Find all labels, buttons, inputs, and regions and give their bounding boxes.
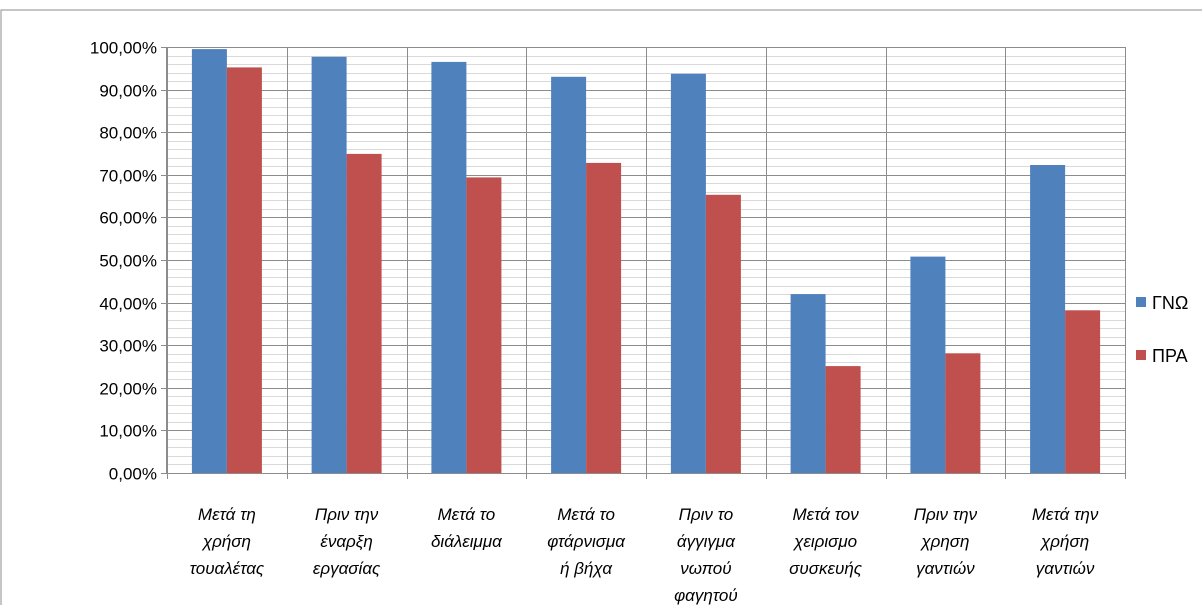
category-label: Μετά τον bbox=[792, 505, 859, 524]
legend-label: ΓΝΩ bbox=[1152, 293, 1188, 313]
y-tick-label: 100,00% bbox=[90, 39, 157, 58]
category-label: διάλειμμα bbox=[431, 532, 503, 551]
y-tick-label: 40,00% bbox=[99, 295, 157, 314]
y-tick-label: 50,00% bbox=[99, 252, 157, 271]
bar-pra-2 bbox=[466, 177, 502, 473]
category-label: Πριν το bbox=[679, 505, 734, 524]
bar-gno-6 bbox=[910, 256, 946, 473]
category-label: χειρισμο bbox=[792, 532, 857, 551]
legend-swatch bbox=[1136, 350, 1146, 360]
y-tick-label: 0,00% bbox=[109, 465, 157, 484]
category-label: χρήση bbox=[1039, 532, 1089, 551]
category-label: χρηση bbox=[919, 532, 969, 551]
bar-pra-0 bbox=[226, 67, 262, 474]
bar-pra-1 bbox=[346, 153, 382, 473]
y-tick-label: 70,00% bbox=[99, 167, 157, 186]
category-label: εργασίας bbox=[313, 559, 381, 578]
bar-gno-5 bbox=[790, 294, 826, 473]
category-label: Πριν την bbox=[914, 505, 978, 524]
category-label: συσκευής bbox=[789, 559, 863, 578]
y-tick-label: 90,00% bbox=[99, 82, 157, 101]
bar-pra-3 bbox=[586, 162, 622, 473]
bar-pra-5 bbox=[825, 366, 861, 473]
category-label: Μετά την bbox=[1032, 505, 1099, 524]
bar-gno-0 bbox=[191, 49, 227, 473]
category-label: Μετά τη bbox=[198, 505, 256, 524]
category-label: έναρξη bbox=[320, 532, 372, 551]
category-label: ή βήχα bbox=[560, 559, 613, 578]
category-label: φαγητού bbox=[674, 586, 738, 605]
y-tick-label: 60,00% bbox=[99, 209, 157, 228]
y-tick-label: 10,00% bbox=[99, 422, 157, 441]
category-label: Πριν την bbox=[315, 505, 379, 524]
bar-gno-3 bbox=[551, 76, 587, 474]
category-label: χρήση bbox=[201, 532, 251, 551]
category-label: Μετά το bbox=[557, 505, 615, 524]
bar-gno-2 bbox=[431, 61, 467, 474]
category-label: τουαλέτας bbox=[190, 559, 265, 578]
legend-swatch bbox=[1136, 297, 1146, 307]
y-tick-label: 80,00% bbox=[99, 124, 157, 143]
bar-pra-7 bbox=[1065, 310, 1101, 473]
bar-gno-1 bbox=[311, 56, 347, 474]
category-label: Μετά το bbox=[438, 505, 496, 524]
category-label: φτάρνισμα bbox=[547, 532, 626, 551]
bar-pra-6 bbox=[945, 353, 981, 473]
y-tick-label: 20,00% bbox=[99, 380, 157, 399]
legend-label: ΠΡΑ bbox=[1152, 346, 1188, 366]
category-label: γαντιών bbox=[916, 559, 975, 578]
y-tick-label: 30,00% bbox=[99, 337, 157, 356]
category-label: νωπού bbox=[680, 559, 731, 578]
bar-gno-4 bbox=[670, 73, 706, 474]
category-label: άγγιγμα bbox=[677, 532, 736, 551]
bar-gno-7 bbox=[1030, 165, 1066, 473]
category-label: γαντιών bbox=[1036, 559, 1095, 578]
bar-pra-4 bbox=[705, 194, 741, 474]
